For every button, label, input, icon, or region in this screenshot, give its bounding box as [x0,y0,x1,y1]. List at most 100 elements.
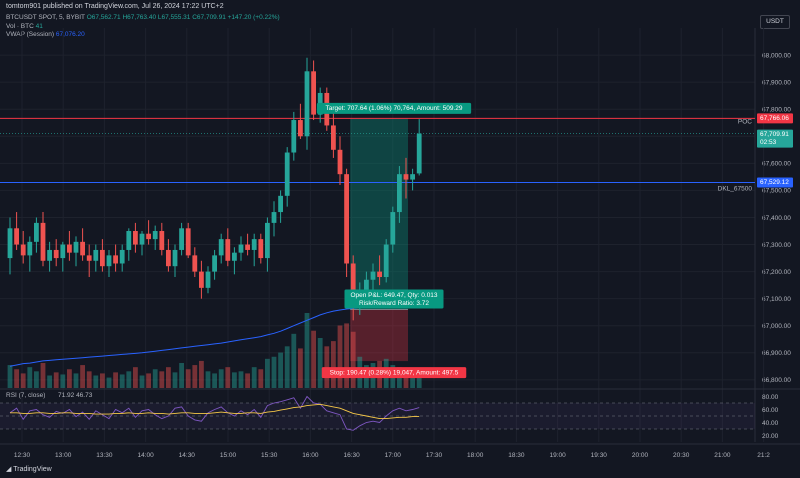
volume-bar [218,369,224,388]
volume-bar [284,346,290,388]
time-tick-label: 19:30 [591,452,608,459]
candle-body [152,231,158,240]
time-tick-label: 15:30 [261,452,278,459]
position-target-label[interactable]: Target: 707.64 (1.06%) 70,764, Amount: 5… [316,102,472,114]
position-stop-label[interactable]: Stop: 190.47 (0.28%) 19,047, Amount: 497… [321,367,467,379]
candle-body [205,271,211,288]
time-tick-label: 19:00 [549,452,566,459]
time-tick-label: 18:30 [508,452,525,459]
volume-bar [225,367,231,388]
candle-body [383,244,389,278]
rsi-tick-label: 20.00 [762,433,779,440]
price-tick-label: 66,800.00 [762,377,791,384]
last-price-tag-text: 67,709.91 [760,131,789,138]
poc-line-label: POC [738,118,752,125]
time-tick-label: 18:00 [467,452,484,459]
candle-body [397,174,402,213]
time-tick-label: 21:2 [757,452,770,459]
last-price-tag [757,129,793,148]
candle-body [60,244,66,259]
candle-body [27,241,33,256]
volume-bar [265,358,270,388]
time-tick-label: 17:30 [426,452,443,459]
candle-body [377,271,382,278]
position-target-label-bg [316,102,472,114]
vwap-row[interactable]: VWAP (Session) 67,076.20 [6,31,280,40]
volume-bar [126,371,132,388]
time-tick-label: 14:30 [179,452,196,459]
candle-body [331,125,336,150]
volume-bar [298,348,303,388]
rsi-tick-label: 40.00 [762,420,779,427]
volume-bar [113,372,118,388]
volume-bar [317,338,323,388]
candle-body [100,249,105,267]
time-tick-label: 20:00 [632,452,649,459]
candle-body [278,195,283,213]
candle-body [212,255,217,272]
symbol-row[interactable]: BTCUSDT SPOT, 5, BYBIT O67,562.71 H67,76… [6,14,280,23]
position-stop-label-text: Stop: 190.47 (0.28%) 19,047, Amount: 497… [330,369,459,376]
volume-bar [73,373,79,388]
rsi-band [0,403,755,429]
ohlc-values: O67,562.71 H67,763.40 L67,555.31 C67,709… [86,14,280,21]
rsi-tick-label: 80.00 [762,394,779,401]
volume-bar [172,372,178,388]
volume-bar [291,333,297,388]
position-target-label-text: Target: 707.64 (1.06%) 70,764, Amount: 5… [326,105,463,112]
candle-body [291,120,297,153]
candle-body [139,233,145,245]
position-stop-zone[interactable] [350,309,408,362]
volume-bar [331,341,336,388]
time-tick-label: 15:00 [220,452,237,459]
time-tick-label: 21:00 [714,452,731,459]
candle-body [14,228,19,245]
candle-body [185,228,191,256]
currency-button[interactable]: USDT [760,15,790,29]
volume-bar [119,374,125,388]
volume-bar [100,373,105,388]
candle-body [166,249,171,267]
candle-body [225,239,231,261]
volume-bar [238,371,244,388]
price-tick-label: 67,500.00 [762,188,791,195]
candle-body [199,271,204,288]
candle-body [20,244,26,256]
time-tick-label: 12:30 [14,452,31,459]
candle-body [337,149,343,175]
price-tick-label: 67,800.00 [762,107,791,114]
candle-body [73,241,79,253]
volume-bar [337,325,343,388]
candle-body [403,174,409,180]
volume-bar [159,371,165,388]
symbol-name[interactable]: BTCUSDT SPOT, 5, BYBIT [6,14,85,21]
candle-body [119,249,125,264]
price-tick-label: 66,900.00 [762,350,791,357]
candle-body [113,255,118,264]
candle-body [344,174,349,264]
time-tick-label: 20:30 [673,452,690,459]
tradingview-logo: ◢ TradingView [6,464,52,476]
volume-bar [40,363,46,388]
volume-bar [47,375,52,388]
time-tick-label: 17:00 [385,452,402,459]
volume-bar [410,371,415,388]
volume-bar [258,369,264,388]
published-info: tomtom901 published on TradingView.com, … [6,3,224,10]
vwap-value: 67,076.20 [55,31,85,38]
volume-bar [232,372,237,388]
volume-row[interactable]: Vol · BTC 41 [6,23,280,32]
vwap-label: VWAP (Session) [6,31,55,38]
time-tick-label: 14:00 [137,452,154,459]
candle-body [258,239,264,259]
time-tick-label: 13:00 [55,452,72,459]
poc-price-tag-text: 67,766.06 [760,115,789,122]
volume-bar [278,352,283,388]
candle-body [126,231,132,250]
candle-body [245,244,250,250]
price-tick-label: 67,000.00 [762,323,791,330]
candle-body [172,249,178,267]
candle-body [311,71,316,115]
position-pnl-label[interactable]: Open P&L: 649.47, Qty: 0.013Risk/Reward … [344,289,444,309]
